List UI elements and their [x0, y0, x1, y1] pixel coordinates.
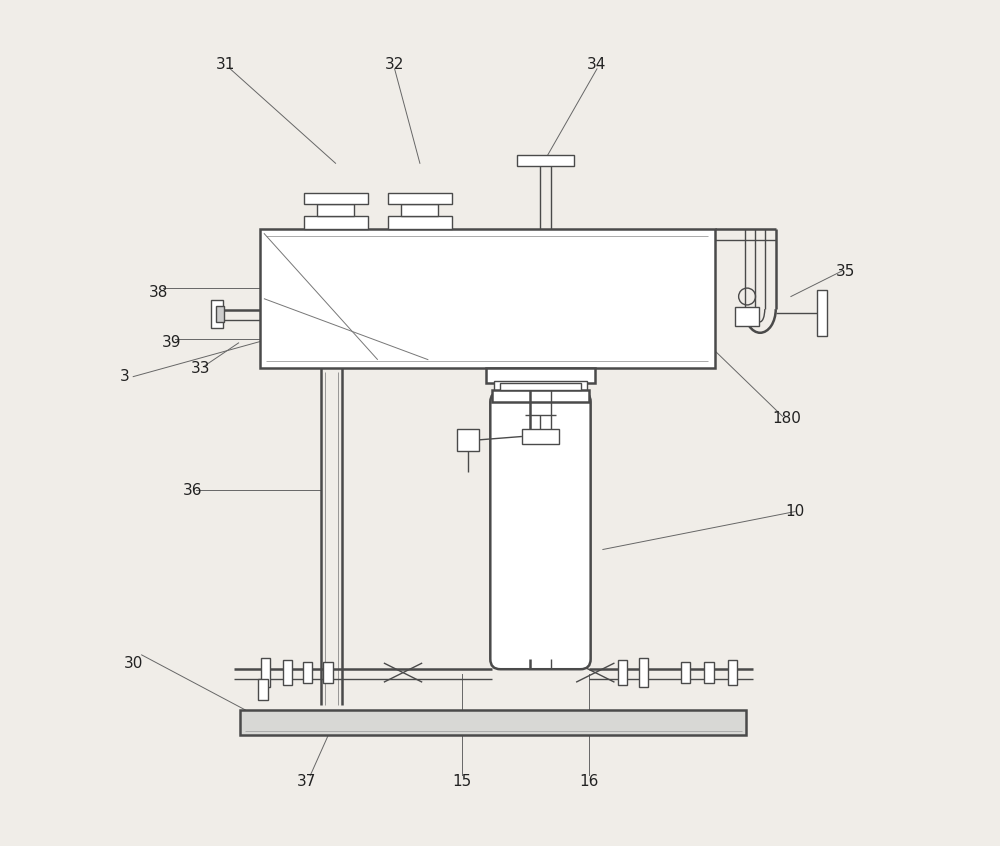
Bar: [258, 679, 268, 700]
Bar: [639, 658, 648, 687]
Text: 35: 35: [836, 264, 855, 278]
Text: 36: 36: [182, 483, 202, 498]
Text: 39: 39: [161, 335, 181, 350]
Bar: [500, 383, 581, 390]
Bar: [457, 429, 479, 451]
Bar: [494, 381, 587, 393]
Text: 16: 16: [579, 774, 598, 788]
Text: 10: 10: [786, 504, 805, 519]
Text: 37: 37: [296, 774, 316, 788]
Bar: [681, 662, 690, 683]
FancyBboxPatch shape: [490, 392, 591, 669]
Text: 180: 180: [772, 411, 801, 426]
Bar: [261, 658, 270, 687]
Text: 31: 31: [216, 58, 236, 72]
Text: 3: 3: [120, 369, 130, 384]
Bar: [283, 660, 292, 685]
Bar: [517, 155, 574, 166]
Bar: [260, 229, 715, 368]
Text: 30: 30: [124, 656, 143, 671]
Bar: [240, 710, 746, 735]
Bar: [323, 662, 333, 683]
Bar: [486, 368, 595, 383]
Text: 33: 33: [191, 360, 210, 376]
Bar: [522, 429, 559, 444]
Bar: [388, 216, 452, 229]
Bar: [388, 193, 452, 204]
Bar: [817, 290, 827, 336]
Text: 38: 38: [149, 285, 168, 299]
Text: 34: 34: [587, 58, 607, 72]
Bar: [216, 306, 224, 321]
Bar: [304, 216, 368, 229]
Bar: [728, 660, 737, 685]
Bar: [401, 204, 438, 216]
Bar: [317, 204, 354, 216]
Text: 15: 15: [452, 774, 472, 788]
Bar: [211, 299, 223, 328]
Bar: [303, 662, 312, 683]
Bar: [618, 660, 627, 685]
Bar: [492, 390, 589, 402]
Bar: [304, 193, 368, 204]
Text: 32: 32: [385, 58, 404, 72]
Bar: [704, 662, 714, 683]
Bar: [735, 307, 759, 326]
